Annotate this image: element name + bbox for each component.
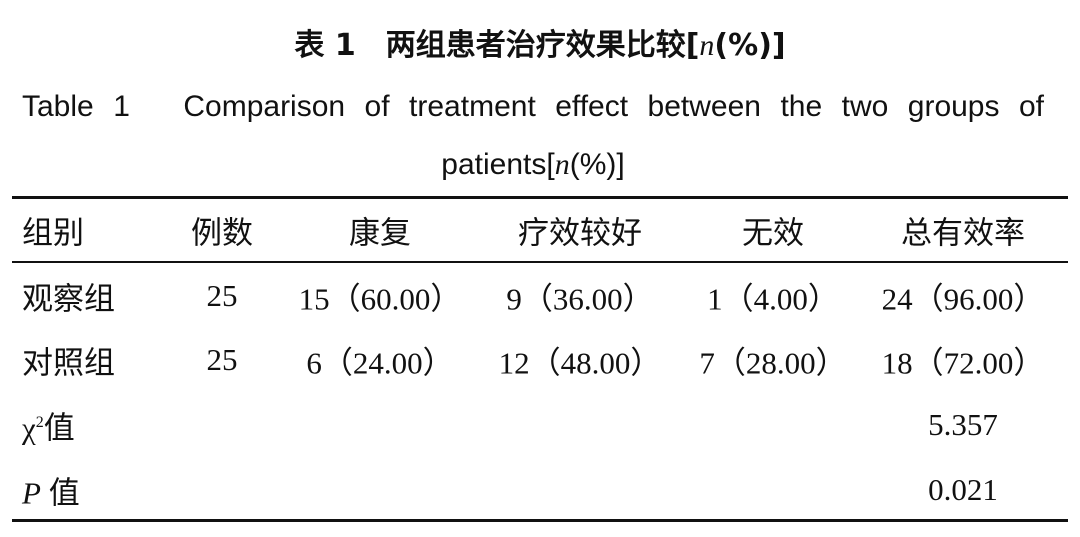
var: n [554, 148, 570, 181]
text: 两组患者治疗效果比较[ [385, 28, 700, 63]
cell: 9（36.00） [506, 281, 654, 317]
symbol: χ [22, 410, 36, 446]
p-label: P 值 [22, 468, 80, 513]
rule [12, 261, 1068, 263]
p-value: 0.021 [928, 472, 998, 507]
rule [12, 196, 1068, 199]
cell: 18（72.00） [881, 345, 1045, 381]
symbol: P [22, 475, 41, 511]
cell: 24（96.00） [881, 281, 1045, 317]
cell: 1（4.00） [707, 281, 839, 317]
label: 值 [48, 475, 80, 511]
label: 表 1 [294, 28, 356, 63]
header-cell: 康复 [349, 215, 411, 251]
label: 值 [43, 410, 75, 446]
header-cell: 例数 [191, 215, 253, 251]
cell: 7（28.00） [699, 345, 847, 381]
cell: 12（48.00） [498, 345, 662, 381]
title-cn: 表 1 两组患者治疗效果比较[n(%)] [0, 20, 1080, 64]
cell: 6（24.00） [306, 345, 454, 381]
cell: 观察组 [22, 281, 115, 317]
label: Table 1 [22, 90, 130, 123]
rule [12, 519, 1068, 522]
header-cell: 无效 [742, 215, 804, 251]
var: n [699, 29, 715, 62]
cell: 25 [206, 342, 238, 377]
header-cell: 疗效较好 [518, 215, 642, 251]
header-cell: 组别 [22, 215, 84, 251]
cell: 对照组 [22, 345, 115, 381]
chi-label: χ2值 [22, 403, 75, 448]
sup: 2 [35, 414, 44, 432]
cell: 25 [206, 278, 238, 313]
title-en: Table 1 Comparison of treatment effect b… [22, 78, 1044, 194]
header-cell: 总有效率 [901, 215, 1025, 251]
text: Comparison of treatment effect between t… [183, 90, 1044, 181]
text: (%)] [569, 148, 625, 181]
chi-value: 5.357 [928, 407, 998, 442]
cell: 15（60.00） [298, 281, 462, 317]
text: (%)] [714, 28, 786, 63]
